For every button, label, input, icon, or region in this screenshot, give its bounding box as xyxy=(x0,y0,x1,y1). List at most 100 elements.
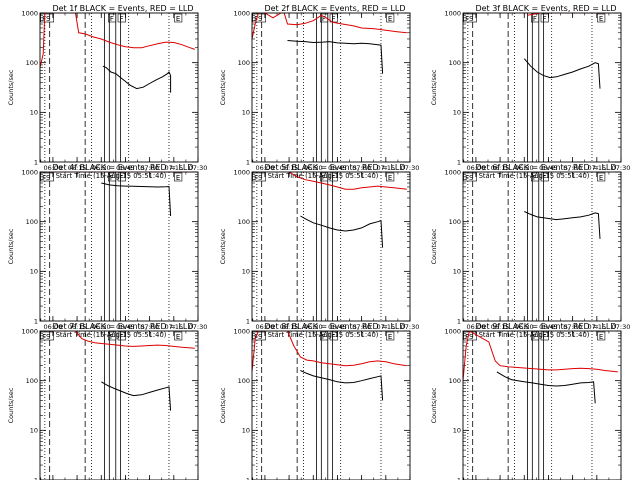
lld-series-line xyxy=(288,172,407,190)
x-tick-label: 06:30 xyxy=(304,323,323,331)
flag-box xyxy=(386,13,395,23)
flag-label: F xyxy=(322,174,326,182)
panel-det-6: Det 6f BLACK = Events, RED = LLD 1 10 100 10… xyxy=(430,163,630,339)
y-tick-label: 1000 xyxy=(444,9,461,17)
flag-box xyxy=(597,172,606,182)
flag-label: F xyxy=(120,333,124,341)
x-tick-label: 07:15 xyxy=(587,323,606,331)
y-tick-label: 100 xyxy=(26,59,38,67)
flag-label: F xyxy=(120,15,124,23)
flag-box xyxy=(174,13,183,23)
y-tick-label: 10 xyxy=(242,268,250,276)
flag-box xyxy=(252,331,266,341)
x-tick-label: 06:00 xyxy=(256,164,275,172)
panel-title: Det 8f BLACK = Events, RED = LLD xyxy=(264,322,405,331)
lld-series-line xyxy=(252,13,407,40)
panel-det-9: Det 9f BLACK = Events, RED = LLD 1 10 100 10… xyxy=(430,322,622,480)
flag-box xyxy=(540,13,549,23)
x-tick-label: 07:30 xyxy=(189,323,208,331)
flag-box xyxy=(329,331,338,341)
lld-series-line xyxy=(252,331,407,372)
flag-label: E xyxy=(176,15,180,23)
flag-box xyxy=(320,13,329,23)
flag-box xyxy=(252,172,266,182)
panel-det-1: Det 1f BLACK = Events, RED = LLD 1 10 100 10… xyxy=(7,4,207,180)
x-tick-label: 07:30 xyxy=(401,164,420,172)
panel-det-5: Det 5f BLACK = Events, RED = LLD 1 10 100 10… xyxy=(219,163,419,339)
x-axis-label: Start Time (15-Aug-15 05:51:40) xyxy=(56,172,167,180)
events-series-line xyxy=(300,215,384,248)
flag-label: FS xyxy=(254,333,263,341)
x-tick-label: 07:15 xyxy=(587,164,606,172)
events-series-line xyxy=(101,182,172,217)
lld-series-line xyxy=(463,331,618,381)
flag-box xyxy=(108,13,117,23)
flag-label: F xyxy=(533,174,537,182)
flag-box xyxy=(320,331,329,341)
y-tick-label: 1000 xyxy=(21,327,38,335)
flag-box xyxy=(386,331,395,341)
y-axis-label: Counts/sec xyxy=(7,228,15,264)
flag-box xyxy=(540,172,549,182)
flag-label: F xyxy=(332,174,336,182)
plot-frame xyxy=(462,330,622,480)
x-tick-label: 06:15 xyxy=(491,323,510,331)
y-tick-label: 100 xyxy=(449,218,461,226)
x-tick-label: 06:15 xyxy=(491,164,510,172)
flag-label: F xyxy=(543,174,547,182)
panel-det-4: Det 4f BLACK = Events, RED = LLD 1 10 100 10… xyxy=(7,163,207,339)
y-tick-label: 10 xyxy=(453,268,461,276)
y-tick-label: 1000 xyxy=(233,9,250,17)
flag-box xyxy=(108,172,117,182)
flag-label: F xyxy=(332,15,336,23)
plot-frame xyxy=(462,171,622,322)
flag-label: F xyxy=(110,15,114,23)
panel-det-7: Det 7f BLACK = Events, RED = LLD 1 10 100 10… xyxy=(7,322,199,480)
y-tick-label: 100 xyxy=(26,218,38,226)
x-tick-label: 06:45 xyxy=(539,323,558,331)
flag-box xyxy=(117,172,126,182)
x-tick-label: 06:00 xyxy=(44,164,63,172)
flag-label: E xyxy=(388,333,392,341)
lld-series-line xyxy=(40,331,195,349)
x-tick-label: 07:15 xyxy=(376,323,395,331)
x-tick-label: 06:45 xyxy=(116,164,135,172)
flag-box xyxy=(597,331,606,341)
flag-box xyxy=(320,172,329,182)
x-axis-label: Start Time (15-Aug-15 05:51:40) xyxy=(56,331,167,339)
x-tick-label: 07:00 xyxy=(352,323,371,331)
y-tick-label: 1 xyxy=(34,158,38,166)
y-tick-label: 100 xyxy=(449,59,461,67)
x-tick-label: 06:00 xyxy=(256,323,275,331)
x-tick-label: 07:30 xyxy=(189,164,208,172)
panel-title: Det 1f BLACK = Events, RED = LLD xyxy=(52,4,193,13)
plot-frame xyxy=(462,12,622,163)
y-tick-label: 1 xyxy=(34,317,38,325)
x-tick-label: 07:00 xyxy=(140,323,159,331)
x-tick-label: 06:30 xyxy=(92,164,111,172)
panel-title: Det 4f BLACK = Events, RED = LLD xyxy=(52,163,193,172)
x-tick-label: 06:15 xyxy=(68,164,87,172)
y-axis-label: Counts/sec xyxy=(430,387,438,423)
panel-title: Det 2f BLACK = Events, RED = LLD xyxy=(264,4,405,13)
y-axis-label: Counts/sec xyxy=(430,69,438,105)
panel-det-3: Det 3f BLACK = Events, RED = LLD 1 10 100 10… xyxy=(430,4,630,180)
x-tick-label: 06:00 xyxy=(467,164,486,172)
x-tick-label: 07:15 xyxy=(164,164,183,172)
y-tick-label: 100 xyxy=(238,218,250,226)
y-tick-label: 1 xyxy=(34,476,38,480)
flag-box xyxy=(386,172,395,182)
flag-box xyxy=(117,331,126,341)
flag-box xyxy=(174,331,183,341)
flag-box xyxy=(117,13,126,23)
flag-label: E xyxy=(176,333,180,341)
flag-label: FS xyxy=(42,15,51,23)
events-series-line xyxy=(102,65,172,93)
panel-title: Det 7f BLACK = Events, RED = LLD xyxy=(52,322,193,331)
y-axis-label: Counts/sec xyxy=(219,228,227,264)
plot-frame xyxy=(251,12,411,163)
flag-label: E xyxy=(388,15,392,23)
flag-label: FS xyxy=(254,15,263,23)
flag-box xyxy=(40,331,54,341)
y-tick-label: 100 xyxy=(238,59,250,67)
